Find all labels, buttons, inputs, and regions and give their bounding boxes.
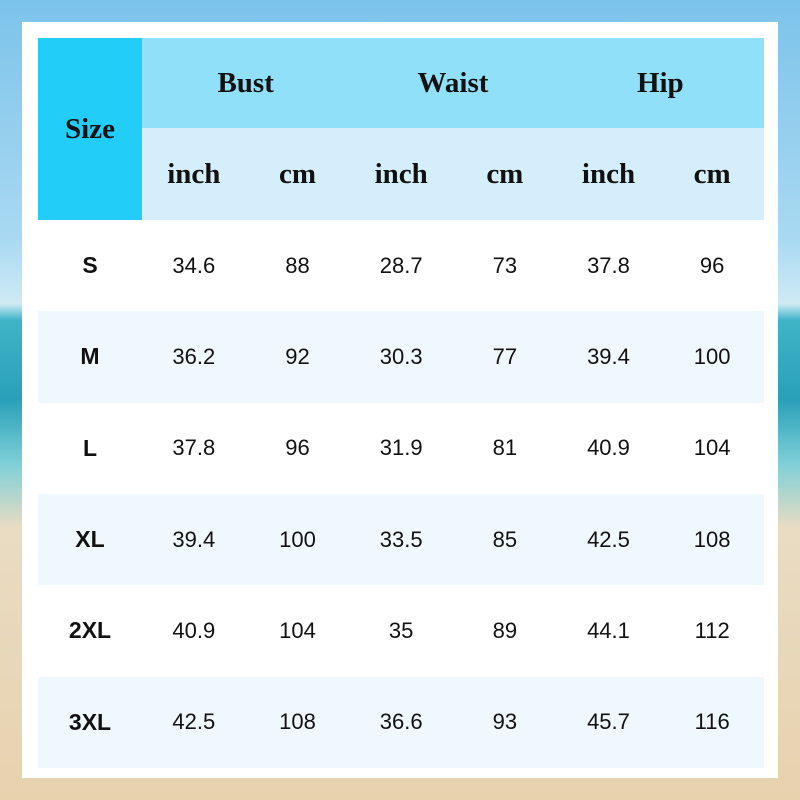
measurement: 37.8 [172, 435, 216, 461]
measurement: 36.6 [379, 709, 423, 735]
measurement: 28.7 [379, 252, 423, 278]
size-label: XL [75, 526, 105, 553]
measurement: 30.3 [379, 343, 423, 369]
size-header: Size [38, 38, 142, 220]
unit-header: cm [486, 157, 524, 190]
measurement: 112 [694, 617, 730, 643]
measurement: 108 [279, 709, 316, 735]
row-background [38, 402, 764, 494]
measurement: 93 [492, 709, 518, 735]
group-header: Bust [217, 66, 274, 99]
measurement: 37.8 [587, 252, 630, 278]
measurement: 31.9 [379, 435, 423, 461]
measurement: 96 [699, 252, 725, 278]
measurement: 92 [285, 343, 310, 369]
measurement: 40.9 [587, 435, 630, 461]
measurement: 85 [492, 526, 518, 552]
measurement: 108 [693, 526, 731, 552]
row-background [38, 220, 764, 312]
measurement: 81 [492, 435, 518, 461]
measurement: 45.7 [587, 709, 630, 735]
group-header: Waist [417, 66, 489, 99]
measurement: 88 [285, 252, 310, 278]
measurement: 89 [492, 617, 518, 643]
measurement: 39.4 [172, 526, 216, 552]
measurement: 104 [279, 617, 316, 643]
size-label: 2XL [68, 617, 112, 644]
measurement: 42.5 [172, 709, 216, 735]
measurement: 39.4 [587, 343, 630, 369]
unit-header: inch [374, 157, 428, 190]
row-background [38, 311, 764, 403]
size-label: L [82, 434, 98, 461]
measurement: 96 [285, 435, 310, 461]
unit-header-bg [142, 128, 764, 220]
unit-header: cm [693, 157, 731, 190]
measurement: 116 [694, 709, 730, 735]
measurement: 104 [693, 435, 731, 461]
measurement: 35 [388, 617, 414, 643]
measurement: 77 [492, 343, 518, 369]
group-header: Hip [636, 66, 684, 99]
unit-header: inch [581, 157, 636, 190]
unit-header: inch [167, 157, 221, 190]
measurement: 33.5 [379, 526, 423, 552]
measurement: 36.2 [172, 343, 216, 369]
measurement: 44.1 [587, 617, 630, 643]
row-background [38, 494, 764, 586]
measurement: 73 [492, 252, 518, 278]
row-background [38, 676, 764, 768]
row-background [38, 585, 764, 677]
unit-header: cm [278, 157, 316, 190]
group-header-bg [142, 38, 764, 128]
size-label: 3XL [68, 708, 112, 735]
size-label: M [80, 343, 100, 370]
measurement: 100 [693, 343, 731, 369]
size-label: S [82, 252, 98, 279]
measurement: 40.9 [172, 617, 216, 643]
size-chart-panel: Size Bust Waist Hip inch cm inch cm inch cm S 34.6 8… [22, 22, 778, 778]
measurement: 34.6 [172, 252, 216, 278]
measurement: 42.5 [587, 526, 630, 552]
measurement: 100 [279, 526, 316, 552]
